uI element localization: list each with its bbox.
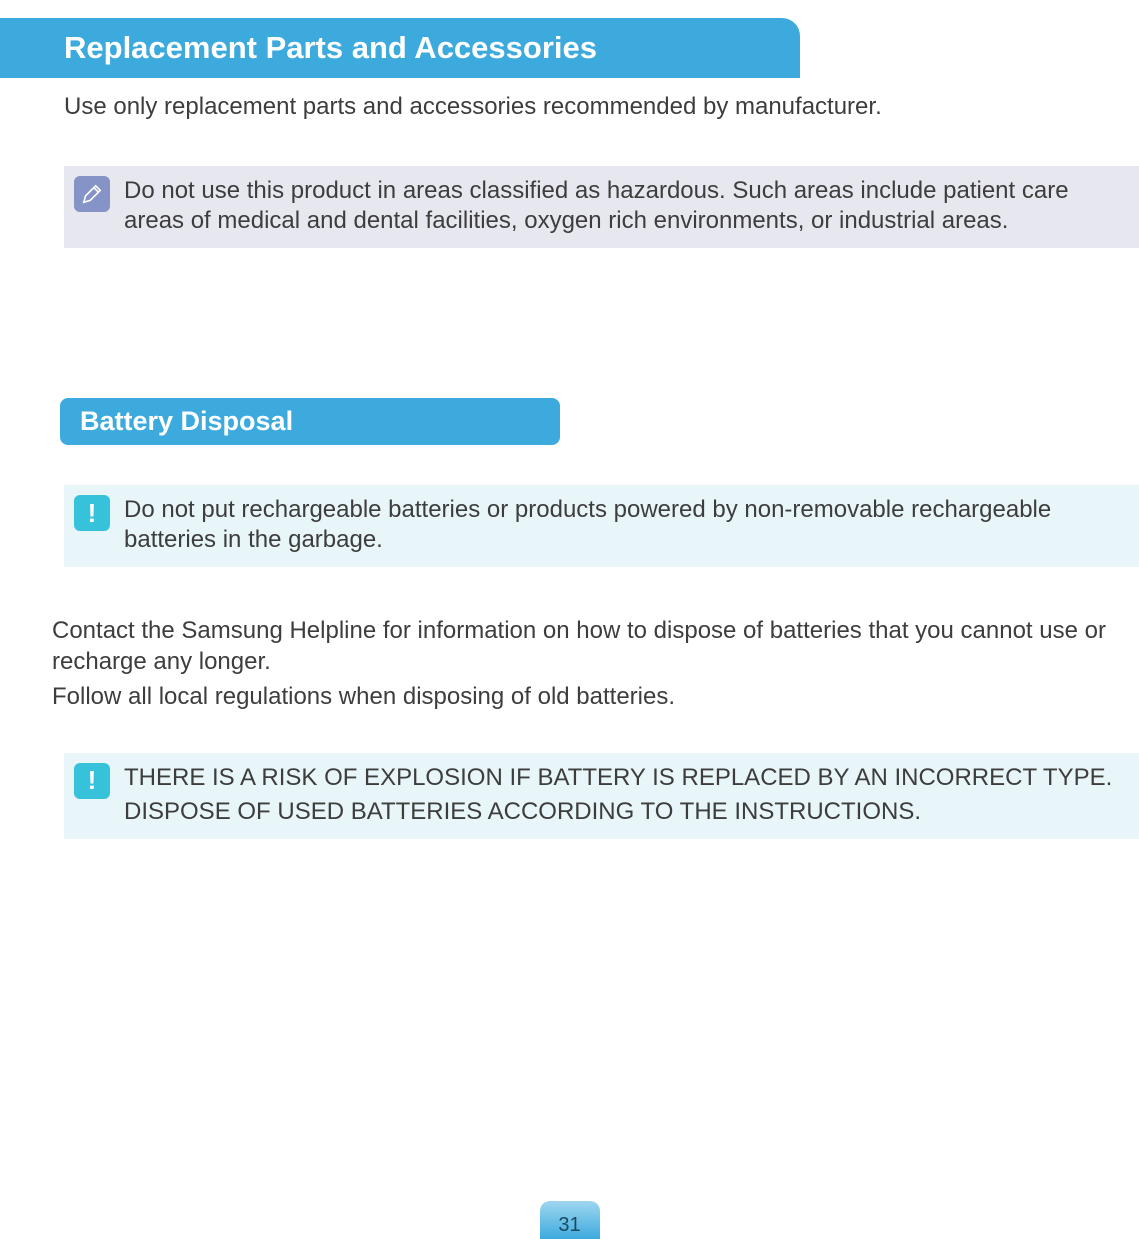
alert-text-garbage: Do not put rechargeable batteries or pro… (124, 495, 1129, 555)
note-box-hazardous: Do not use this product in areas classif… (64, 166, 1139, 248)
exclamation-icon: ! (74, 763, 110, 799)
intro-text: Use only replacement parts and accessori… (64, 92, 1139, 122)
alert-line-1: THERE IS A RISK OF EXPLOSION IF BATTERY … (124, 764, 1112, 791)
alert-box-garbage: ! Do not put rechargeable batteries or p… (64, 485, 1139, 567)
exclamation-icon: ! (74, 495, 110, 531)
page-number: 31 (540, 1201, 600, 1239)
paragraph-helpline: Contact the Samsung Helpline for informa… (52, 615, 1132, 677)
alert-line-2: DISPOSE OF USED BATTERIES ACCORDING TO T… (124, 797, 1112, 827)
section-header-battery-disposal: Battery Disposal (60, 398, 560, 445)
note-text: Do not use this product in areas classif… (124, 176, 1129, 236)
paragraph-regulations: Follow all local regulations when dispos… (52, 681, 1139, 712)
alert-text-explosion: THERE IS A RISK OF EXPLOSION IF BATTERY … (124, 763, 1112, 827)
pencil-icon (74, 176, 110, 212)
section-header-replacement-parts: Replacement Parts and Accessories (0, 18, 800, 78)
alert-box-explosion: ! THERE IS A RISK OF EXPLOSION IF BATTER… (64, 753, 1139, 839)
